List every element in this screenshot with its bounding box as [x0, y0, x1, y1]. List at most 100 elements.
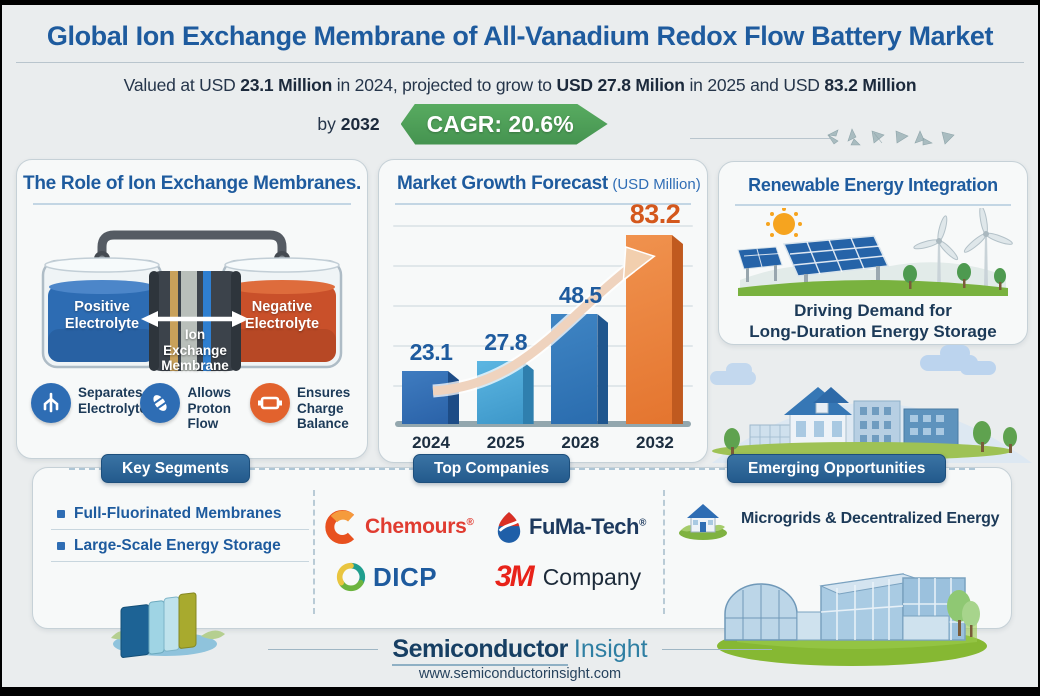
3m-company-label: Company — [542, 563, 642, 590]
subtitle-value-2024: 23.1 Million — [240, 75, 333, 95]
feature-allows-proton-flow: Allows Proton Flow — [140, 383, 243, 432]
bar — [625, 235, 683, 424]
subtitle-line1: Valued at USD 23.1 Million in 2024, proj… — [2, 75, 1038, 96]
emerging-opportunities-header: Emerging Opportunities — [727, 454, 947, 483]
panel-underline — [735, 204, 1011, 206]
bar — [476, 361, 534, 424]
subtitle-seg: by — [317, 113, 341, 134]
bullet-icon — [57, 542, 65, 550]
fumatech-label: FuMa-Tech® — [529, 514, 646, 539]
chart-bars-container: 23.1 2024 27.8 2025 48.5 2028 83.2 2032 — [393, 199, 693, 453]
column-separator — [663, 490, 665, 614]
segment-item-storage: Large-Scale Energy Storage — [51, 530, 309, 562]
subtitle-row2: by 2032 CAGR: 20.6% — [2, 101, 1038, 147]
bar — [402, 371, 459, 424]
microgrid-house-icon — [679, 504, 727, 540]
bar — [551, 314, 609, 424]
decor-line — [690, 138, 830, 139]
membrane-features-row: Separates Electrolytes Allows Proton Flo… — [17, 377, 367, 432]
chart-title: Market Growth Forecast — [397, 173, 608, 194]
panel-underline — [33, 203, 351, 205]
subtitle-value-2025: USD 27.8 Milion — [556, 75, 685, 95]
footer-url: www.semiconductorinsight.com — [418, 666, 622, 682]
branch-split-icon — [31, 383, 71, 423]
bottom-sections-panel: Key Segments Top Companies Emerging Oppo… — [32, 454, 1012, 666]
cityscape-illustration — [710, 345, 1032, 463]
top-companies-column: Chemours® FuMa-Tech® — [325, 502, 661, 602]
feature-ensures-charge-balance: Ensures Charge Balance — [249, 383, 353, 432]
bar-group-2025: 27.8 2025 — [472, 209, 540, 453]
brand-line-left — [268, 649, 379, 650]
chart-header: Market Growth Forecast (USD Million) — [379, 160, 707, 195]
subtitle-value-2032: 83.2 Million — [824, 75, 917, 95]
bar-group-2032: 83.2 2032 — [621, 199, 689, 453]
bar-chart-plot: 23.1 2024 27.8 2025 48.5 2028 83.2 2032 — [393, 199, 693, 453]
key-segments-header: Key Segments — [101, 454, 250, 483]
renewable-energy-panel: Renewable Energy Integration — [718, 161, 1028, 345]
subtitle-seg: Valued at USD — [123, 75, 241, 95]
membrane-stack-illustration — [111, 592, 225, 658]
emerging-opportunities-column: Microgrids & Decentralized Energy — [677, 498, 1007, 666]
brand-line-right — [661, 649, 772, 650]
chemours-logo-icon — [325, 510, 355, 544]
ion-exchange-membrane-label: Ion Exchange Membrane — [161, 327, 229, 374]
x-axis-tick: 2024 — [412, 433, 450, 452]
panel-underline — [395, 203, 691, 205]
bar-value-label: 83.2 — [629, 199, 681, 229]
company-fumatech: FuMa-Tech® — [495, 510, 655, 544]
microgrids-item: Microgrids & Decentralized Energy — [677, 498, 1007, 540]
fumatech-logo-icon — [497, 512, 521, 543]
renewable-caption: Driving Demand for Long-Duration Energy … — [719, 300, 1027, 343]
bar-group-2024: 23.1 2024 — [397, 209, 465, 453]
bar-group-2028: 48.5 2028 — [546, 209, 614, 453]
subtitle-line2: by 2032 — [317, 114, 379, 135]
gridline — [393, 225, 693, 227]
company-3m: 3M Company — [495, 560, 655, 594]
column-separator — [313, 490, 315, 614]
page-title: Global Ion Exchange Membrane of All-Vana… — [46, 21, 994, 51]
company-dicp: DICP — [325, 561, 495, 593]
infographic-canvas: Global Ion Exchange Membrane of All-Vana… — [2, 5, 1038, 687]
wind-turbine-row-icon — [824, 123, 964, 149]
chemours-label: Chemours® — [365, 515, 474, 538]
subtitle-seg: in 2025 and USD — [684, 75, 825, 95]
renewable-panel-title: Renewable Energy Integration — [748, 175, 998, 195]
brand-wordmark: Semiconductor Insight — [392, 635, 648, 666]
bullet-icon — [57, 510, 65, 518]
brand-light: Insight — [573, 635, 648, 663]
caption-line1: Driving Demand for — [794, 301, 952, 320]
title-divider — [16, 62, 1024, 63]
flow-battery-diagram: Positive Electrolyte Negative Electrolyt… — [27, 209, 357, 377]
x-axis-tick: 2028 — [561, 433, 600, 452]
chart-baseline — [395, 421, 691, 427]
solar-wind-illustration — [737, 208, 1013, 296]
segment-label: Full-Fluorinated Membranes — [74, 505, 282, 522]
x-axis-tick: 2025 — [486, 433, 525, 452]
bar-value-label: 23.1 — [409, 339, 453, 365]
3m-logo-text: 3M — [495, 560, 535, 593]
segment-label: Large-Scale Energy Storage — [74, 537, 281, 554]
company-row-1: Chemours® FuMa-Tech® — [325, 502, 661, 552]
subtitle-year-2032: 2032 — [340, 113, 380, 134]
feature-separates-electrolytes: Separates Electrolytes — [31, 383, 155, 432]
subtitle-seg: in 2024, projected to grow to — [332, 75, 557, 95]
feature-label: Ensures Charge Balance — [296, 385, 351, 432]
feature-label: Allows Proton Flow — [187, 385, 231, 432]
feature-label: Separates Electrolytes — [78, 385, 155, 416]
membrane-role-panel: The Role of Ion Exchange Membranes. — [16, 159, 368, 459]
chart-subtitle: (USD Million) — [612, 176, 701, 193]
cagr-ribbon-badge: CAGR: 20.6% — [400, 103, 608, 145]
segment-item-membranes: Full-Fluorinated Membranes — [51, 498, 309, 530]
battery-icon — [249, 383, 290, 423]
microgrids-label: Microgrids & Decentralized Energy — [741, 510, 1000, 527]
positive-electrolyte-label: Positive Electrolyte — [64, 299, 140, 332]
x-axis-tick: 2032 — [636, 433, 674, 452]
proton-flow-icon — [140, 383, 181, 423]
company-row-2: DICP 3M Company — [325, 552, 661, 602]
bar-value-label: 27.8 — [484, 329, 528, 355]
market-forecast-panel: Market Growth Forecast (USD Million) 23.… — [378, 159, 708, 463]
footer: Semiconductor Insight www.semiconductorin… — [2, 635, 1038, 682]
brand-bold: Semiconductor — [392, 635, 568, 666]
flow-battery-svg — [41, 230, 343, 371]
